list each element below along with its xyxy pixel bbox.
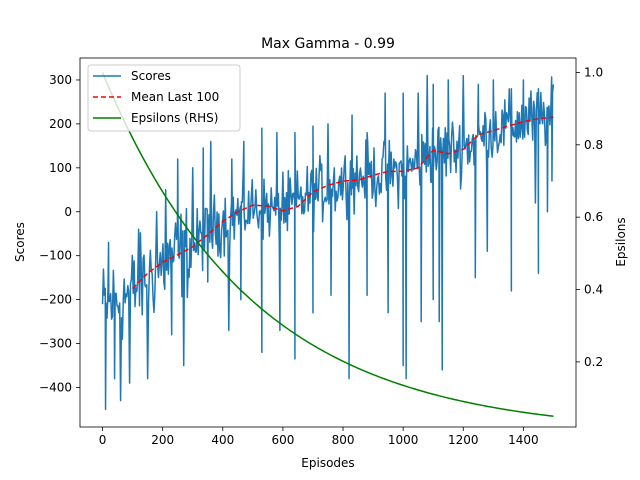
x-axis-label: Episodes	[301, 456, 354, 470]
x-axis: 0 200 400 600 800 1000 1200 1400	[99, 427, 539, 447]
epsilon-series	[101, 72, 554, 418]
y-tick-label: 300	[49, 73, 72, 87]
y-tick-label: 100	[49, 161, 72, 175]
plot-frame	[79, 57, 577, 428]
y-tick-label: 200	[49, 117, 72, 131]
y-right-tick-label: 0.2	[584, 355, 603, 369]
legend-scores-label: Scores	[131, 69, 171, 83]
y-tick-label: −200	[39, 293, 72, 307]
mean-last-100-line	[132, 116, 554, 290]
y-tick-label: −300	[39, 337, 72, 351]
y-tick-label: −100	[39, 249, 72, 263]
x-tick-label: 1400	[508, 433, 539, 447]
legend: Scores Mean Last 100 Epsilons (RHS)	[87, 64, 241, 132]
legend-eps-label: Epsilons (RHS)	[131, 111, 218, 125]
y-axis-left: −400 −300 −200 −100 0 100 200 300	[39, 73, 80, 394]
y-tick-label: 0	[64, 205, 72, 219]
y-axis-label: Scores	[13, 222, 27, 262]
chart-title: Max Gamma - 0.99	[261, 36, 395, 52]
x-tick-label: 800	[332, 433, 355, 447]
legend-box	[87, 64, 241, 132]
y-tick-label: −400	[39, 380, 72, 394]
x-tick-label: 200	[151, 433, 174, 447]
epsilon-line	[101, 72, 554, 418]
y-right-tick-label: 0.6	[584, 210, 603, 224]
y-axis-right: 0.2 0.4 0.6 0.8 1.0	[576, 65, 603, 369]
plot-area	[101, 72, 555, 418]
x-tick-label: 0	[99, 433, 107, 447]
x-tick-label: 1200	[448, 433, 479, 447]
x-tick-label: 1000	[388, 433, 419, 447]
x-tick-label: 400	[211, 433, 234, 447]
y-right-tick-label: 1.0	[584, 65, 603, 79]
y-right-tick-label: 0.8	[584, 138, 603, 152]
y-right-tick-label: 0.4	[584, 283, 603, 297]
mean-series	[132, 116, 554, 290]
legend-mean-label: Mean Last 100	[131, 90, 219, 104]
x-tick-label: 600	[271, 433, 294, 447]
y-axis-right-label: Epsilons	[614, 217, 628, 266]
